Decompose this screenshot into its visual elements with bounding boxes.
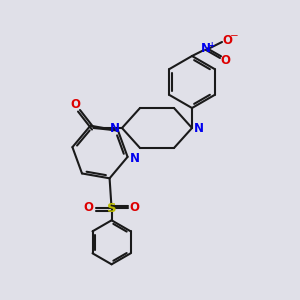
Text: O: O bbox=[222, 34, 232, 46]
Text: O: O bbox=[84, 201, 94, 214]
Text: O: O bbox=[130, 201, 140, 214]
Text: O: O bbox=[220, 53, 230, 67]
Text: N: N bbox=[201, 43, 211, 56]
Text: N: N bbox=[130, 152, 140, 165]
Text: O: O bbox=[70, 98, 80, 112]
Text: S: S bbox=[107, 202, 116, 215]
Text: +: + bbox=[208, 41, 214, 50]
Text: −: − bbox=[230, 31, 238, 41]
Text: N: N bbox=[110, 122, 120, 134]
Text: N: N bbox=[194, 122, 204, 134]
